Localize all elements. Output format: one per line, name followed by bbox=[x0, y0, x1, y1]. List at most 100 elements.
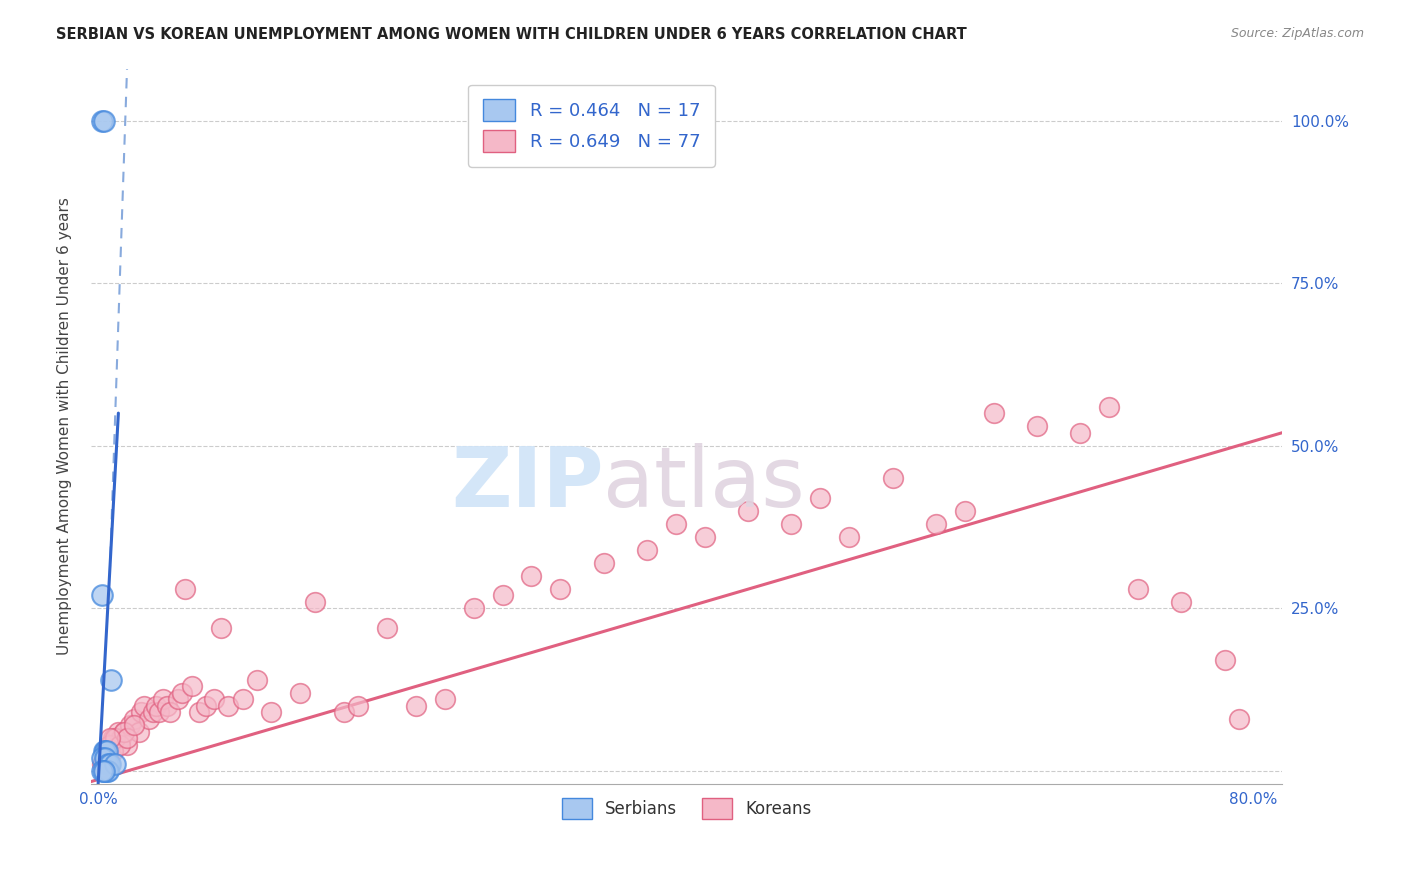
Point bbox=[93, 764, 115, 778]
Point bbox=[112, 724, 135, 739]
Point bbox=[122, 718, 145, 732]
Text: SERBIAN VS KOREAN UNEMPLOYMENT AMONG WOMEN WITH CHILDREN UNDER 6 YEARS CORRELATI: SERBIAN VS KOREAN UNEMPLOYMENT AMONG WOM… bbox=[56, 27, 967, 42]
Y-axis label: Unemployment Among Women with Children Under 6 years: Unemployment Among Women with Children U… bbox=[58, 197, 72, 655]
Point bbox=[332, 705, 354, 719]
Point bbox=[142, 705, 165, 719]
Point bbox=[156, 698, 179, 713]
Point bbox=[1069, 425, 1091, 440]
Point bbox=[118, 718, 141, 732]
Point bbox=[347, 698, 370, 713]
Point bbox=[304, 595, 326, 609]
Point bbox=[96, 750, 118, 764]
Point bbox=[100, 673, 122, 687]
Point bbox=[115, 738, 138, 752]
Point bbox=[93, 744, 115, 758]
Point bbox=[98, 757, 121, 772]
Point bbox=[97, 750, 120, 764]
Point bbox=[808, 491, 831, 505]
Point bbox=[122, 712, 145, 726]
Point bbox=[128, 724, 150, 739]
Point bbox=[550, 582, 572, 596]
Point bbox=[131, 705, 153, 719]
Point bbox=[91, 757, 114, 772]
Point bbox=[1026, 419, 1049, 434]
Point bbox=[97, 764, 120, 778]
Point bbox=[195, 698, 218, 713]
Point bbox=[98, 738, 121, 752]
Point bbox=[96, 764, 118, 778]
Point bbox=[94, 750, 117, 764]
Point bbox=[953, 503, 976, 517]
Point bbox=[202, 692, 225, 706]
Point bbox=[94, 744, 117, 758]
Point bbox=[246, 673, 269, 687]
Point bbox=[91, 764, 114, 778]
Point bbox=[97, 757, 120, 772]
Point bbox=[166, 692, 188, 706]
Point bbox=[148, 705, 170, 719]
Point bbox=[882, 471, 904, 485]
Point bbox=[93, 764, 115, 778]
Point bbox=[134, 698, 156, 713]
Point bbox=[209, 621, 232, 635]
Text: atlas: atlas bbox=[603, 442, 806, 524]
Point bbox=[405, 698, 427, 713]
Point bbox=[217, 698, 239, 713]
Point bbox=[173, 582, 195, 596]
Point bbox=[98, 731, 121, 746]
Point bbox=[107, 724, 129, 739]
Point bbox=[665, 516, 688, 531]
Point bbox=[93, 757, 115, 772]
Point bbox=[232, 692, 254, 706]
Point bbox=[983, 406, 1005, 420]
Point bbox=[170, 686, 193, 700]
Point bbox=[188, 705, 211, 719]
Point bbox=[152, 692, 174, 706]
Point bbox=[93, 113, 115, 128]
Point bbox=[693, 530, 716, 544]
Point bbox=[290, 686, 312, 700]
Point bbox=[838, 530, 860, 544]
Point bbox=[1227, 712, 1250, 726]
Point bbox=[1170, 595, 1192, 609]
Point bbox=[91, 750, 114, 764]
Point bbox=[1098, 400, 1121, 414]
Point bbox=[491, 588, 513, 602]
Point bbox=[181, 679, 204, 693]
Point bbox=[433, 692, 456, 706]
Point bbox=[101, 731, 124, 746]
Point bbox=[104, 731, 127, 746]
Point bbox=[737, 503, 759, 517]
Point bbox=[94, 744, 117, 758]
Point bbox=[96, 744, 118, 758]
Point bbox=[100, 738, 122, 752]
Point bbox=[98, 738, 121, 752]
Point bbox=[925, 516, 948, 531]
Point bbox=[463, 601, 485, 615]
Point bbox=[104, 757, 127, 772]
Point bbox=[260, 705, 283, 719]
Point bbox=[112, 724, 135, 739]
Point bbox=[115, 731, 138, 746]
Point bbox=[159, 705, 181, 719]
Point bbox=[145, 698, 167, 713]
Point bbox=[94, 750, 117, 764]
Point bbox=[101, 744, 124, 758]
Point bbox=[636, 542, 658, 557]
Legend: Serbians, Koreans: Serbians, Koreans bbox=[555, 792, 818, 825]
Point bbox=[104, 731, 127, 746]
Point bbox=[91, 588, 114, 602]
Point bbox=[97, 744, 120, 758]
Point bbox=[1213, 653, 1236, 667]
Text: ZIP: ZIP bbox=[451, 442, 603, 524]
Point bbox=[375, 621, 398, 635]
Point bbox=[520, 568, 543, 582]
Text: Source: ZipAtlas.com: Source: ZipAtlas.com bbox=[1230, 27, 1364, 40]
Point bbox=[91, 113, 114, 128]
Point bbox=[1126, 582, 1149, 596]
Point bbox=[138, 712, 160, 726]
Point bbox=[592, 556, 614, 570]
Point bbox=[110, 731, 132, 746]
Point bbox=[780, 516, 803, 531]
Point bbox=[108, 738, 131, 752]
